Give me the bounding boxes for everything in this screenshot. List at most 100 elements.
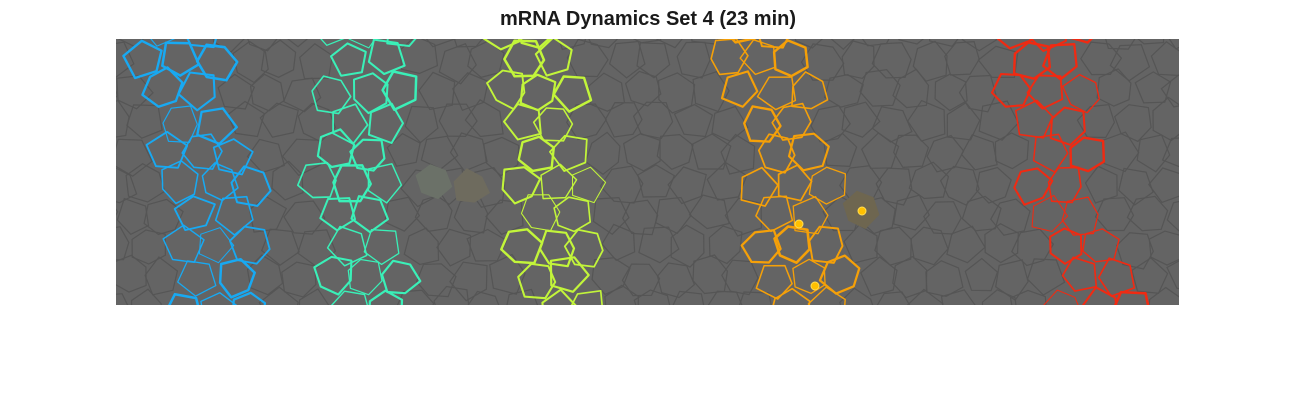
background-cell xyxy=(144,256,179,296)
segmented-cell xyxy=(368,289,404,305)
segmented-cell xyxy=(367,39,406,76)
background-cell xyxy=(939,165,980,206)
background-cell xyxy=(384,196,421,232)
background-cell xyxy=(403,227,440,266)
background-cell xyxy=(566,39,609,78)
background-cell xyxy=(1166,260,1179,290)
background-cell xyxy=(396,289,435,305)
segmented-cell xyxy=(232,291,267,305)
segmented-cell xyxy=(503,103,542,141)
segmented-cell xyxy=(386,39,417,47)
background-cell xyxy=(604,284,640,305)
background-cell xyxy=(588,72,626,112)
background-cell xyxy=(926,134,965,173)
segmented-cell xyxy=(1062,73,1100,114)
segmented-cell xyxy=(990,72,1032,108)
background-cell xyxy=(1080,41,1123,76)
segmented-cell xyxy=(161,41,201,77)
segmented-cell xyxy=(1049,106,1086,146)
background-cell xyxy=(860,132,900,169)
background-cell xyxy=(125,162,166,203)
cell-mesh xyxy=(116,39,1179,305)
segmented-cell xyxy=(757,133,796,174)
segmented-cell xyxy=(570,289,603,305)
segmented-cell xyxy=(517,135,555,173)
background-cell xyxy=(592,196,630,235)
segmented-cell xyxy=(330,290,369,305)
microscopy-image-panel xyxy=(116,39,1179,305)
segmented-cell xyxy=(1047,166,1082,204)
background-cell xyxy=(558,39,587,51)
background-cell xyxy=(1096,68,1132,107)
background-cell xyxy=(892,255,928,299)
background-cell xyxy=(281,261,317,298)
background-cell xyxy=(1116,232,1154,270)
background-cell xyxy=(1134,71,1172,104)
background-cell xyxy=(667,166,707,205)
segmented-cell xyxy=(541,288,577,305)
background-cell xyxy=(964,257,999,292)
segmented-cell xyxy=(553,196,592,233)
background-cell xyxy=(232,40,269,84)
background-cell xyxy=(601,223,636,262)
segmented-cell xyxy=(348,39,376,49)
background-cell xyxy=(453,194,489,234)
background-cell xyxy=(961,195,1002,232)
background-cell xyxy=(861,39,890,47)
background-cell xyxy=(449,132,488,172)
background-cell xyxy=(981,289,1017,305)
background-cell xyxy=(469,166,506,208)
background-cell xyxy=(892,68,930,109)
background-cell xyxy=(143,198,184,236)
background-cell xyxy=(386,132,421,167)
background-cell xyxy=(975,166,1012,204)
segmented-cell xyxy=(772,287,811,305)
background-cell xyxy=(1131,257,1169,294)
segmented-cell xyxy=(347,258,383,296)
cell-band-5 xyxy=(990,39,1150,305)
segmented-cell xyxy=(1031,194,1069,233)
background-cell xyxy=(871,42,912,79)
background-cell xyxy=(247,39,278,52)
background-cell xyxy=(126,104,163,139)
segmented-cell xyxy=(168,292,200,305)
background-cell xyxy=(1113,104,1152,143)
background-cell xyxy=(990,198,1031,236)
background-cell xyxy=(116,75,154,110)
segmented-cell xyxy=(186,39,217,49)
background-cell xyxy=(399,39,439,75)
background-cell xyxy=(131,229,167,265)
background-cell xyxy=(898,39,925,45)
segmented-cell xyxy=(161,160,199,205)
segmented-cell xyxy=(212,138,254,176)
segmented-cell xyxy=(740,229,782,264)
background-cell xyxy=(875,167,913,206)
background-cell xyxy=(433,285,470,305)
segmented-cell xyxy=(329,42,367,77)
background-cell xyxy=(116,254,147,293)
background-cell xyxy=(906,99,946,142)
background-cell xyxy=(271,160,304,201)
background-cell xyxy=(961,39,997,52)
background-cell xyxy=(418,71,456,111)
background-cell xyxy=(860,256,898,297)
background-cell xyxy=(1148,286,1179,305)
segmented-cell xyxy=(534,39,573,77)
segmented-cell xyxy=(482,39,521,51)
background-cell xyxy=(874,226,912,266)
segmented-cell xyxy=(996,39,1032,50)
segmented-cell xyxy=(755,264,793,300)
background-cell xyxy=(212,39,245,53)
segmented-cell xyxy=(756,76,797,111)
background-cell xyxy=(438,103,478,138)
segmented-cell xyxy=(195,43,239,82)
segmented-cell xyxy=(1013,167,1054,206)
background-cell xyxy=(958,74,997,113)
background-cell xyxy=(676,41,711,79)
background-cell xyxy=(823,132,858,168)
background-cell xyxy=(260,228,300,266)
segmented-cell xyxy=(808,166,847,205)
segmented-cell xyxy=(367,163,403,204)
background-cell xyxy=(906,288,944,305)
background-cell xyxy=(692,254,729,295)
